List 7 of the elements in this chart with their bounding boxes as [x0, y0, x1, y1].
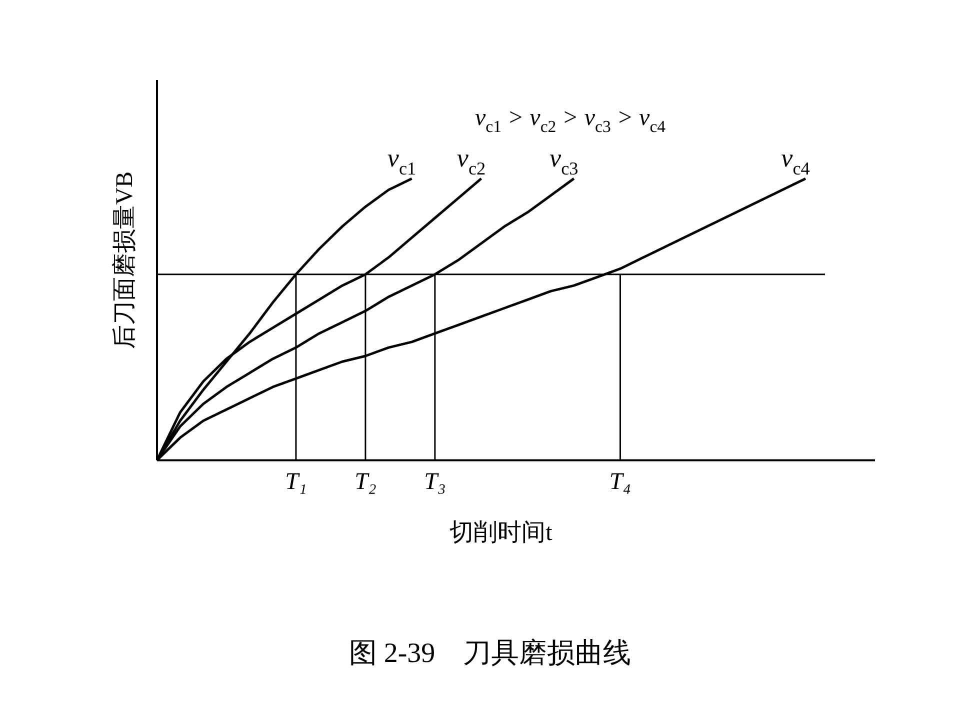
x-tick-label: T₂: [354, 468, 376, 495]
x-axis-title: 切削时间t: [450, 520, 553, 546]
x-tick-label: T₁: [285, 468, 307, 495]
x-tick-label: T₄: [609, 468, 632, 495]
text: 图 2-39 刀具磨损曲线: [348, 638, 632, 669]
x-tick-label: T₃: [424, 468, 446, 495]
y-axis-title: 后刀面磨损量VB: [111, 171, 138, 349]
